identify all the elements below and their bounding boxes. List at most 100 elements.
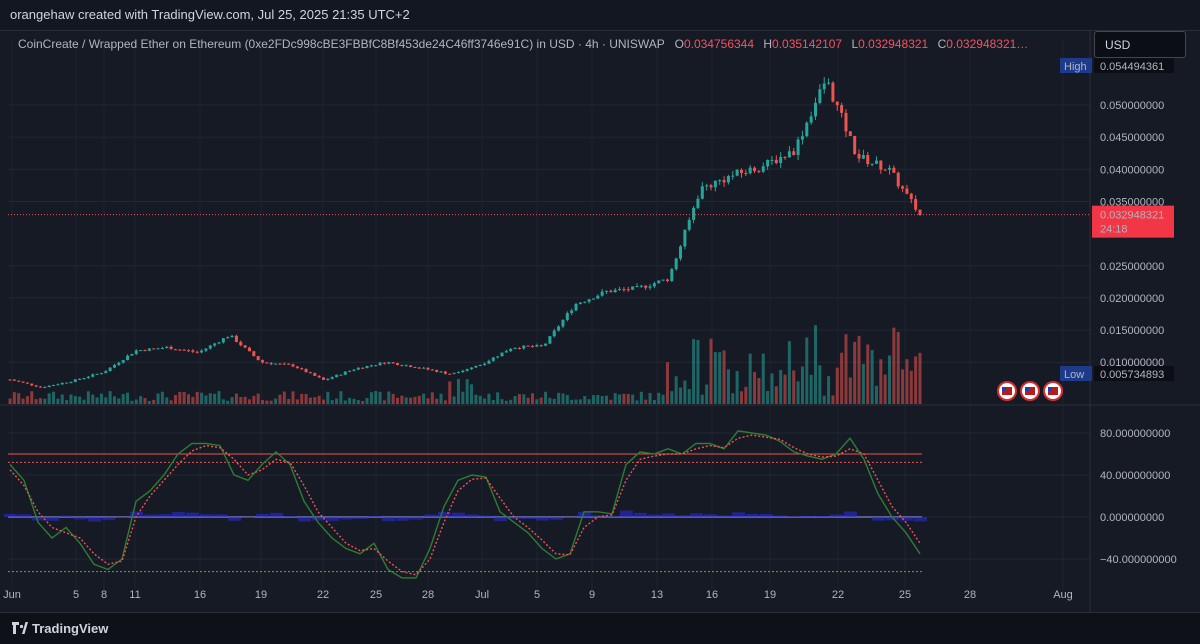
candle-body [296,366,299,368]
candle-body [483,364,486,365]
volume-bar [566,395,569,404]
time-axis-tick: 25 [370,589,382,601]
candle-body [96,374,99,375]
candle-body [204,348,207,350]
candle-body [74,379,77,382]
candle-body [683,230,686,247]
candle-body [849,131,852,136]
volume-bar [714,352,717,404]
time-axis-tick: 16 [706,589,718,601]
candle-body [779,157,782,163]
candle-body [52,385,55,386]
candle-body [757,171,760,172]
event-flag-canton [1002,387,1006,391]
candle-body [261,360,264,362]
volume-bar [370,392,373,404]
candle-body [522,346,525,349]
histogram-bar [214,514,227,517]
volume-bar [479,396,482,404]
candle-body [35,385,38,386]
volume-bar [919,353,922,404]
candle-body [444,372,447,374]
candle-body [831,83,834,102]
candle-body [705,185,708,186]
volume-bar [270,401,273,404]
candle-body [183,350,186,351]
volume-bar [514,396,517,404]
volume-bar [731,393,734,404]
high-tag-label: High [1064,61,1087,73]
volume-bar [344,400,347,404]
histogram-bar [284,516,297,517]
volume-bar [631,395,634,404]
volume-bar [596,395,599,404]
volume-bar [17,393,20,404]
histogram-bar [74,517,87,519]
candle-body [413,367,416,368]
event-flag-canton [1025,387,1029,391]
candle-body [235,336,238,342]
time-axis-tick: 28 [964,589,976,601]
candle-body [727,176,730,182]
volume-bar [736,371,739,404]
histogram-bar [116,517,129,518]
currency-button[interactable]: USD [1094,31,1186,58]
volume-bar [766,391,769,404]
candle-body [213,344,216,346]
volume-bar [483,399,486,404]
candle-body [640,286,643,287]
price-axis-tick: 0.050000000 [1100,100,1164,112]
candle-body [9,380,12,381]
candle-body [474,366,477,368]
us-event-flag-icon [1044,382,1062,400]
volume-bar [618,394,621,404]
volume-bar [357,400,360,404]
candle-body [871,164,874,165]
volume-bar [374,391,377,404]
candle-body [109,368,112,372]
candle-body [535,345,538,346]
candle-body [126,356,129,360]
candle-body [326,379,329,380]
volume-bar [853,342,856,404]
high-label: H [763,37,772,51]
volume-bar [749,354,752,404]
volume-bar [653,400,656,404]
volume-bar [740,391,743,404]
candle-body [836,102,839,106]
candle-body [784,157,787,158]
candle-body [178,350,181,351]
histogram-bar [872,517,885,521]
volume-bar [770,373,773,404]
candle-body [527,346,530,347]
candle-body [65,383,68,384]
candle-body [670,269,673,281]
volume-bar [126,393,129,404]
volume-bar [897,332,900,404]
candle-body [566,313,569,320]
volume-bar [553,399,556,404]
low-tag-value: 0.005734893 [1100,369,1164,381]
volume-bar [383,400,386,404]
volume-bar [797,381,800,404]
volume-bar [335,399,338,404]
candle-body [731,176,734,177]
volume-bar [723,350,726,404]
candle-body [605,291,608,292]
candle-body [87,377,90,378]
candle-body [143,350,146,351]
histogram-bar [480,516,493,517]
candle-body [866,155,869,164]
candle-body [814,103,817,117]
candle-body [440,372,443,373]
time-axis-tick: 19 [255,589,267,601]
volume-bar [884,375,887,404]
candle-body [496,356,499,357]
volume-bar [662,395,665,404]
histogram-bar [424,515,437,517]
volume-bar [409,398,412,404]
histogram-bar [88,517,101,522]
candle-body [157,348,160,349]
candle-body [422,368,425,369]
